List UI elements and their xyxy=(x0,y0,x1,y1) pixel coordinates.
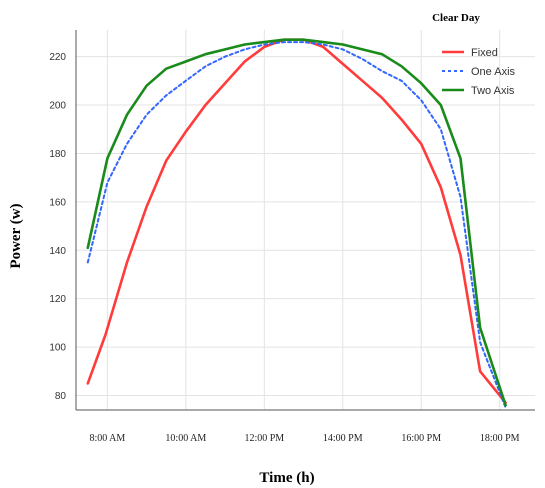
x-axis-ticks: 8:00 AM 10:00 AM 12:00 PM 14:00 PM 16:00 PM 1… xyxy=(89,433,519,444)
chart-title: Clear Day xyxy=(432,12,480,24)
x-tick-label: 10:00 AM xyxy=(165,433,206,444)
legend: Fixed One Axis Two Axis xyxy=(442,47,516,97)
series-line-two-axis xyxy=(86,38,507,407)
y-tick-label: 80 xyxy=(55,391,67,402)
legend-label: Fixed xyxy=(471,47,498,59)
x-tick-label: 16:00 PM xyxy=(401,433,441,444)
y-axis-ticks: 80 100 120 140 160 180 200 220 xyxy=(49,52,66,402)
legend-label: One Axis xyxy=(471,66,516,78)
y-tick-label: 140 xyxy=(49,246,66,257)
y-tick-label: 100 xyxy=(49,343,66,354)
x-axis-title: Time (h) xyxy=(259,470,314,486)
x-tick-label: 12:00 PM xyxy=(244,433,284,444)
x-tick-label: 18:00 PM xyxy=(480,433,520,444)
legend-label: Two Axis xyxy=(471,85,515,97)
grid xyxy=(76,30,535,410)
y-tick-label: 180 xyxy=(49,149,66,160)
y-axis-title: Power (w) xyxy=(8,203,24,268)
axes xyxy=(75,30,535,411)
y-tick-label: 200 xyxy=(49,101,66,112)
series-line-fixed xyxy=(86,38,507,405)
series-line-one-axis xyxy=(86,41,507,409)
y-tick-label: 160 xyxy=(49,197,66,208)
y-tick-label: 120 xyxy=(49,294,66,305)
x-tick-label: 8:00 AM xyxy=(89,433,125,444)
x-tick-label: 14:00 PM xyxy=(323,433,363,444)
y-tick-label: 220 xyxy=(49,52,66,63)
series-lines xyxy=(86,38,507,409)
